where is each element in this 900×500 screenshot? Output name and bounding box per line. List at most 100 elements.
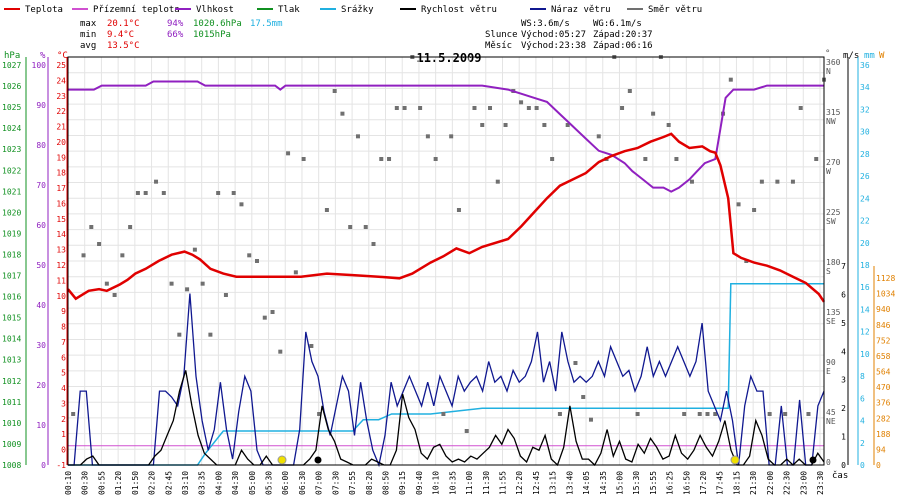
tick-c-6: 19 — [56, 153, 66, 162]
tick-c-3: 22 — [56, 107, 66, 116]
series-gust-line — [68, 293, 825, 468]
wind-dir-point-72 — [635, 412, 640, 416]
wind-dir-point-20 — [231, 191, 236, 195]
wind-dir-point-11 — [161, 191, 166, 195]
wind-dir-point-88 — [759, 179, 764, 184]
wind-dir-point-28 — [293, 270, 298, 275]
wind-dir-point-73 — [643, 157, 648, 161]
tick-pct-5: 50 — [36, 261, 46, 270]
tick-hpa-0: 1027 — [2, 61, 21, 70]
tick-hpa-18: 1009 — [2, 440, 21, 449]
wind-dir-point-33 — [332, 89, 337, 93]
wind-dir-point-57 — [519, 100, 524, 105]
wind-dir-point-7 — [128, 225, 133, 229]
tick-mm-2: 32 — [860, 105, 870, 114]
tick-time-37: 16:50 — [682, 471, 691, 495]
tick-hpa-12: 1015 — [2, 314, 21, 323]
stat-wind-gust: WG:6.1m/s — [593, 19, 642, 29]
wind-dir-point-61 — [550, 157, 555, 161]
wind-dir-point-84 — [728, 77, 733, 82]
wind-dir-point-1 — [81, 253, 86, 258]
wind-dir-point-8 — [135, 191, 140, 195]
tick-time-28: 12:45 — [532, 471, 541, 495]
tick-w-6: 564 — [876, 368, 891, 377]
tick-hpa-17: 1010 — [2, 419, 21, 428]
stat-moonrise: Východ:23:38 — [521, 41, 586, 51]
tick-deg-6: 90 — [826, 358, 836, 367]
tick-hpa-16: 1011 — [2, 398, 21, 407]
wind-dir-point-40 — [387, 157, 392, 161]
tick-time-16: 07:30 — [331, 471, 340, 495]
wind-dir-point-31 — [317, 412, 322, 416]
tick-ms-6: 1 — [841, 433, 846, 442]
sunrise-marker — [277, 455, 287, 465]
tick-mm-10: 16 — [860, 283, 870, 292]
stat-moonset: Západ:06:16 — [593, 41, 653, 51]
tick-mm-11: 14 — [860, 305, 870, 314]
legend-label-1: Přízemní teplota — [93, 5, 180, 15]
stat-avg-temp: 13.5°C — [107, 41, 140, 51]
stat-min-temp: 9.4°C — [107, 30, 134, 40]
tick-time-4: 01:50 — [131, 471, 140, 495]
axis-unit-mm: mm — [864, 51, 875, 61]
tick-deg-3: 225 — [826, 208, 841, 217]
wind-dir-point-55 — [503, 123, 508, 127]
tick-mm-0: 36 — [860, 61, 870, 70]
stat-max-label: max — [80, 19, 97, 29]
tick-pct-10: 0 — [41, 461, 46, 470]
tick-time-29: 13:15 — [549, 471, 558, 495]
tick-pct-2: 80 — [36, 141, 46, 150]
wind-dir-point-77 — [674, 157, 679, 161]
tick-c-15: 10 — [56, 292, 66, 301]
stat-min-humidity: 66% — [167, 30, 184, 40]
tick-w-4: 752 — [876, 336, 891, 345]
tick-time-17: 07:55 — [348, 471, 357, 495]
tick-time-19: 08:50 — [382, 471, 391, 495]
tick-mm-4: 28 — [860, 150, 870, 159]
wind-dir-point-27 — [286, 151, 291, 156]
tick-mm-13: 10 — [860, 350, 870, 359]
tick-time-38: 17:20 — [699, 471, 708, 495]
wind-dir-point-35 — [348, 225, 353, 229]
wind-dir-point-3 — [97, 242, 102, 246]
legend-label-7: Směr větru — [648, 5, 702, 15]
tick-mm-12: 12 — [860, 328, 870, 337]
stat-sunrise: Východ:05:27 — [521, 30, 586, 40]
tick-time-1: 00:30 — [81, 471, 90, 495]
tick-pct-8: 20 — [36, 381, 46, 390]
tick-pct-3: 70 — [36, 181, 46, 190]
tick-dir-4: S — [826, 267, 831, 276]
tick-time-35: 15:55 — [649, 471, 658, 495]
wind-dir-point-59 — [534, 106, 539, 110]
tick-c-13: 12 — [56, 261, 66, 270]
tick-time-21: 09:40 — [415, 471, 424, 495]
tick-c-11: 14 — [56, 230, 66, 239]
tick-w-8: 376 — [876, 399, 891, 408]
wind-dir-point-54 — [495, 179, 500, 184]
axes: 1027102610251024102310221021102010191018… — [2, 57, 895, 495]
tick-deg-2: 270 — [826, 158, 841, 167]
tick-hpa-14: 1013 — [2, 356, 21, 365]
wind-dir-point-19 — [223, 293, 228, 297]
wind-dir-point-76 — [666, 123, 671, 127]
tick-ms-2: 5 — [841, 319, 846, 328]
tick-dir-7: NE — [826, 417, 836, 426]
tick-hpa-3: 1024 — [2, 124, 21, 133]
tick-hpa-4: 1023 — [2, 145, 21, 154]
wind-dir-point-21 — [239, 202, 244, 207]
tick-hpa-9: 1018 — [2, 250, 21, 259]
series-humidity-line — [68, 80, 824, 193]
tick-c-26: -1 — [56, 461, 66, 470]
wind-dir-point-87 — [752, 208, 757, 212]
tick-ms-1: 6 — [841, 290, 846, 299]
wind-dir-point-9 — [143, 191, 148, 195]
tick-c-18: 7 — [61, 338, 66, 347]
tick-w-2: 940 — [876, 305, 891, 314]
tick-time-11: 05:00 — [248, 471, 257, 495]
wind-dir-point-15 — [192, 247, 197, 252]
stats-block: max 20.1°C 94% 1020.6hPa 17.5mm min 9.4°… — [80, 19, 653, 51]
tick-hpa-7: 1020 — [2, 208, 21, 217]
stat-avg-label: avg — [80, 41, 96, 51]
wind-dir-point-82 — [713, 412, 718, 416]
